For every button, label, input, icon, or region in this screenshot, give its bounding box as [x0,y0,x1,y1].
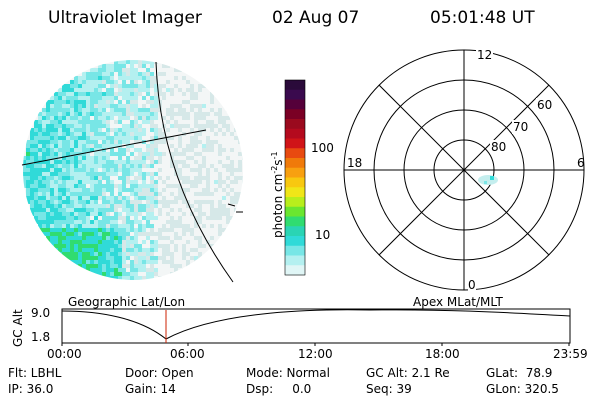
info-glat: GLat: 78.9 [486,366,553,380]
timeline-right-title: Apex MLat/MLT [413,295,503,309]
geographic-latitude-line [21,129,207,166]
colorbar-swatch [285,187,305,198]
geographic-image [21,60,243,283]
colorbar [284,79,306,276]
colorbar-swatch [285,226,305,237]
ytick-9: 9.0 [31,306,51,320]
colorbar-swatch [285,265,305,276]
colorbar-swatch [285,138,305,149]
colorbar-swatch [285,109,305,120]
timeline-left-title: Geographic Lat/Lon [68,295,186,309]
colorbar-swatch [285,206,305,217]
colorbar-swatch [285,128,305,139]
timeline-yaxis-label: GC Alt [11,309,25,347]
xtick-1800: 18:00 [425,347,460,361]
altitude-curve [61,309,571,340]
info-gain: Gain: 14 [125,382,176,396]
colorbar-swatch [285,119,305,130]
colorbar-swatch [285,148,305,159]
colorbar-swatch [285,80,305,91]
info-seq: Seq: 39 [366,382,412,396]
timeline-frame [61,308,571,344]
colorbar-tick-10: 10 [315,228,331,242]
aurora-speckles [23,60,243,280]
info-ip: IP: 36.0 [8,382,54,396]
polar-mlt-plot [343,49,585,291]
geographic-longitude-line [155,61,234,283]
info-gc-alt: GC Alt: 2.1 Re [366,366,450,380]
colorbar-swatch [285,245,305,256]
xtick-0000: 00:00 [47,347,82,361]
lat-label-60: 60 [536,98,554,112]
colorbar-tick-100: 100 [311,141,334,155]
polar-axis-diagonal [378,84,550,256]
colorbar-swatch [285,99,305,110]
info-glon: GLon: 320.5 [486,382,559,396]
instrument-title: Ultraviolet Imager [48,8,202,28]
info-door: Door: Open [125,366,194,380]
info-dsp: Dsp: 0.0 [246,382,312,396]
lat-label-80: 80 [490,140,508,154]
xtick-1200: 12:00 [298,347,333,361]
info-filter: Flt: LBHL [8,366,62,380]
mlt-label-0: 0 [468,278,476,292]
colorbar-swatch [285,197,305,208]
ytick-1-8: 1.8 [31,330,51,344]
colorbar-swatch [285,216,305,227]
mlt-label-6: 6 [577,156,585,170]
info-mode: Mode: Normal [246,366,330,380]
tick-mark [227,203,236,207]
mlt-label-18: 18 [347,156,363,170]
colorbar-swatch [285,167,305,178]
colorbar-swatch [285,255,305,266]
colorbar-frame [284,79,306,276]
xtick-0600: 06:00 [170,347,205,361]
colorbar-swatch [285,236,305,247]
colorbar-swatch [285,89,305,100]
date-label: 02 Aug 07 [272,8,360,28]
colorbar-swatch [285,158,305,169]
mlt-label-12: 12 [476,48,494,62]
colorbar-swatch [285,177,305,188]
xtick-2359: 23:59 [553,347,588,361]
time-label: 05:01:48 UT [430,8,535,28]
polar-aurora-spot [478,175,498,185]
lat-label-70: 70 [512,120,530,134]
